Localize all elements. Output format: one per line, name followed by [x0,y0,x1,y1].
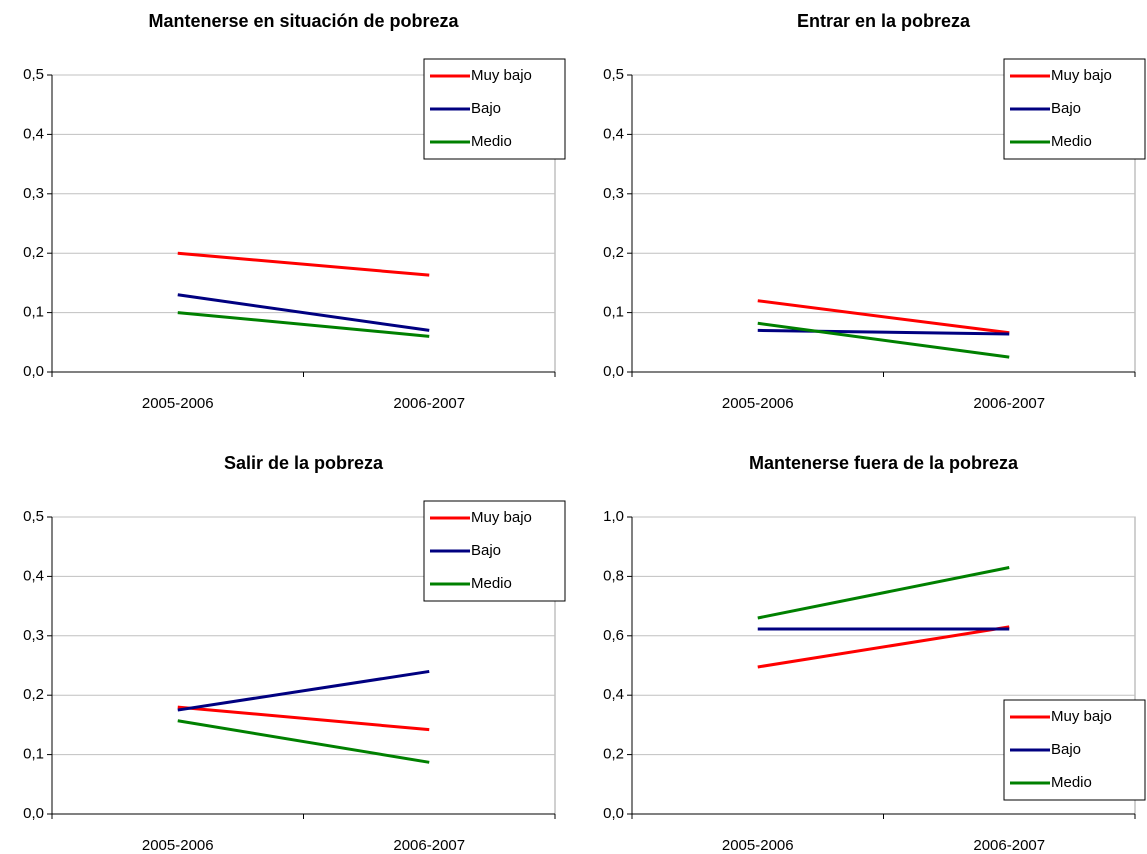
y-tick-label: 0,4 [603,686,624,703]
y-tick-label: 0,5 [23,66,44,83]
legend-label: Medio [1051,774,1092,791]
y-tick-label: 0,1 [23,304,44,321]
series-line [757,299,1010,335]
series-line [757,625,1010,669]
legend-label: Bajo [1051,100,1081,117]
y-tick-label: 0,2 [603,746,624,763]
y-tick-label: 0,4 [23,567,44,584]
series-line [177,669,430,712]
y-tick-label: 0,1 [23,746,44,763]
x-tick-label: 2006-2007 [393,837,465,854]
legend-label: Muy bajo [471,67,532,84]
x-tick-label: 2005-2006 [722,395,794,412]
series-line [177,311,430,338]
y-tick-label: 0,5 [23,508,44,525]
x-tick-label: 2005-2006 [142,837,214,854]
legend-label: Medio [471,575,512,592]
series-line [757,328,1010,336]
chart-title: Salir de la pobreza [224,453,384,473]
legend-label: Muy bajo [471,509,532,526]
chart-title: Entrar en la pobreza [797,11,971,31]
y-tick-label: 0,4 [23,125,44,142]
series-line [177,293,430,332]
y-tick-label: 0,5 [603,66,624,83]
legend-label: Muy bajo [1051,67,1112,84]
series-line [757,321,1010,359]
legend-label: Medio [1051,133,1092,150]
y-tick-label: 0,3 [23,627,44,644]
chart-title: Mantenerse en situación de pobreza [148,11,459,31]
y-tick-label: 0,2 [23,686,44,703]
x-tick-label: 2006-2007 [973,395,1045,412]
y-tick-label: 1,0 [603,508,624,525]
series-line [757,566,1010,620]
y-tick-label: 0,2 [23,244,44,261]
legend-label: Bajo [471,542,501,559]
legend-label: Bajo [471,100,501,117]
y-tick-label: 0,8 [603,567,624,584]
y-tick-label: 0,4 [603,125,624,142]
y-tick-label: 0,6 [603,627,624,644]
x-tick-label: 2006-2007 [973,837,1045,854]
legend-label: Muy bajo [1051,708,1112,725]
legend-label: Medio [471,133,512,150]
y-tick-label: 0,3 [603,185,624,202]
y-tick-label: 0,0 [23,805,44,822]
x-tick-label: 2005-2006 [142,395,214,412]
series-line [177,251,430,277]
series-line [177,705,430,732]
series-line [177,719,430,764]
y-tick-label: 0,0 [23,363,44,380]
legend-label: Bajo [1051,741,1081,758]
y-tick-label: 0,0 [603,805,624,822]
y-tick-label: 0,1 [603,304,624,321]
y-tick-label: 0,0 [603,363,624,380]
y-tick-label: 0,3 [23,185,44,202]
chart-title: Mantenerse fuera de la pobreza [749,453,1019,473]
y-tick-label: 0,2 [603,244,624,261]
x-tick-label: 2006-2007 [393,395,465,412]
x-tick-label: 2005-2006 [722,837,794,854]
